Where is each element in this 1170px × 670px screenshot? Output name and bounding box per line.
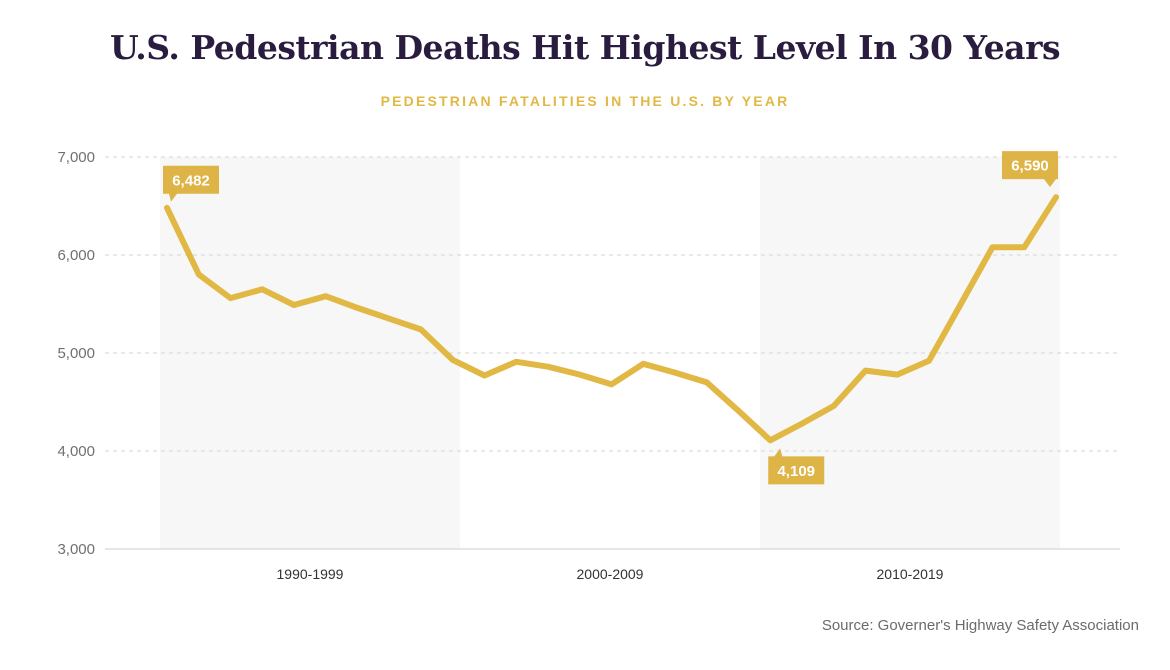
callout-6590: 6,590 — [1002, 151, 1058, 188]
decade-bands: 1990-1999 2000-2009 2010-2019 — [160, 157, 1060, 582]
band-label: 2000-2009 — [577, 566, 644, 582]
callouts: 6,482 4,109 6,590 — [163, 151, 1058, 485]
band-label: 1990-1999 — [277, 566, 344, 582]
callout-box — [163, 165, 219, 202]
band-label: 2010-2019 — [877, 566, 944, 582]
y-tick-label: 6,000 — [57, 247, 95, 264]
chart-title: U.S. Pedestrian Deaths Hit Highest Level… — [109, 28, 1061, 67]
callout-box — [1002, 151, 1058, 188]
y-tick-label: 7,000 — [57, 149, 95, 166]
y-tick-label: 3,000 — [57, 541, 95, 558]
callout-label: 6,482 — [172, 172, 210, 189]
source-note: Source: Governer's Highway Safety Associ… — [821, 617, 1139, 634]
callout-label: 4,109 — [777, 463, 815, 480]
y-tick-label: 5,000 — [57, 345, 95, 362]
y-axis: 3,000 4,000 5,000 6,000 7,000 — [57, 149, 95, 558]
series-line — [164, 194, 1059, 444]
callout-box — [768, 448, 825, 485]
callout-6482: 6,482 — [163, 165, 219, 202]
callout-4109: 4,109 — [768, 448, 825, 485]
callout-label: 6,590 — [1011, 158, 1049, 175]
y-tick-label: 4,000 — [57, 443, 95, 460]
chart-subtitle: PEDESTRIAN FATALITIES IN THE U.S. BY YEA… — [380, 93, 790, 109]
gridlines — [105, 156, 1120, 550]
series-line-path — [164, 194, 1059, 444]
